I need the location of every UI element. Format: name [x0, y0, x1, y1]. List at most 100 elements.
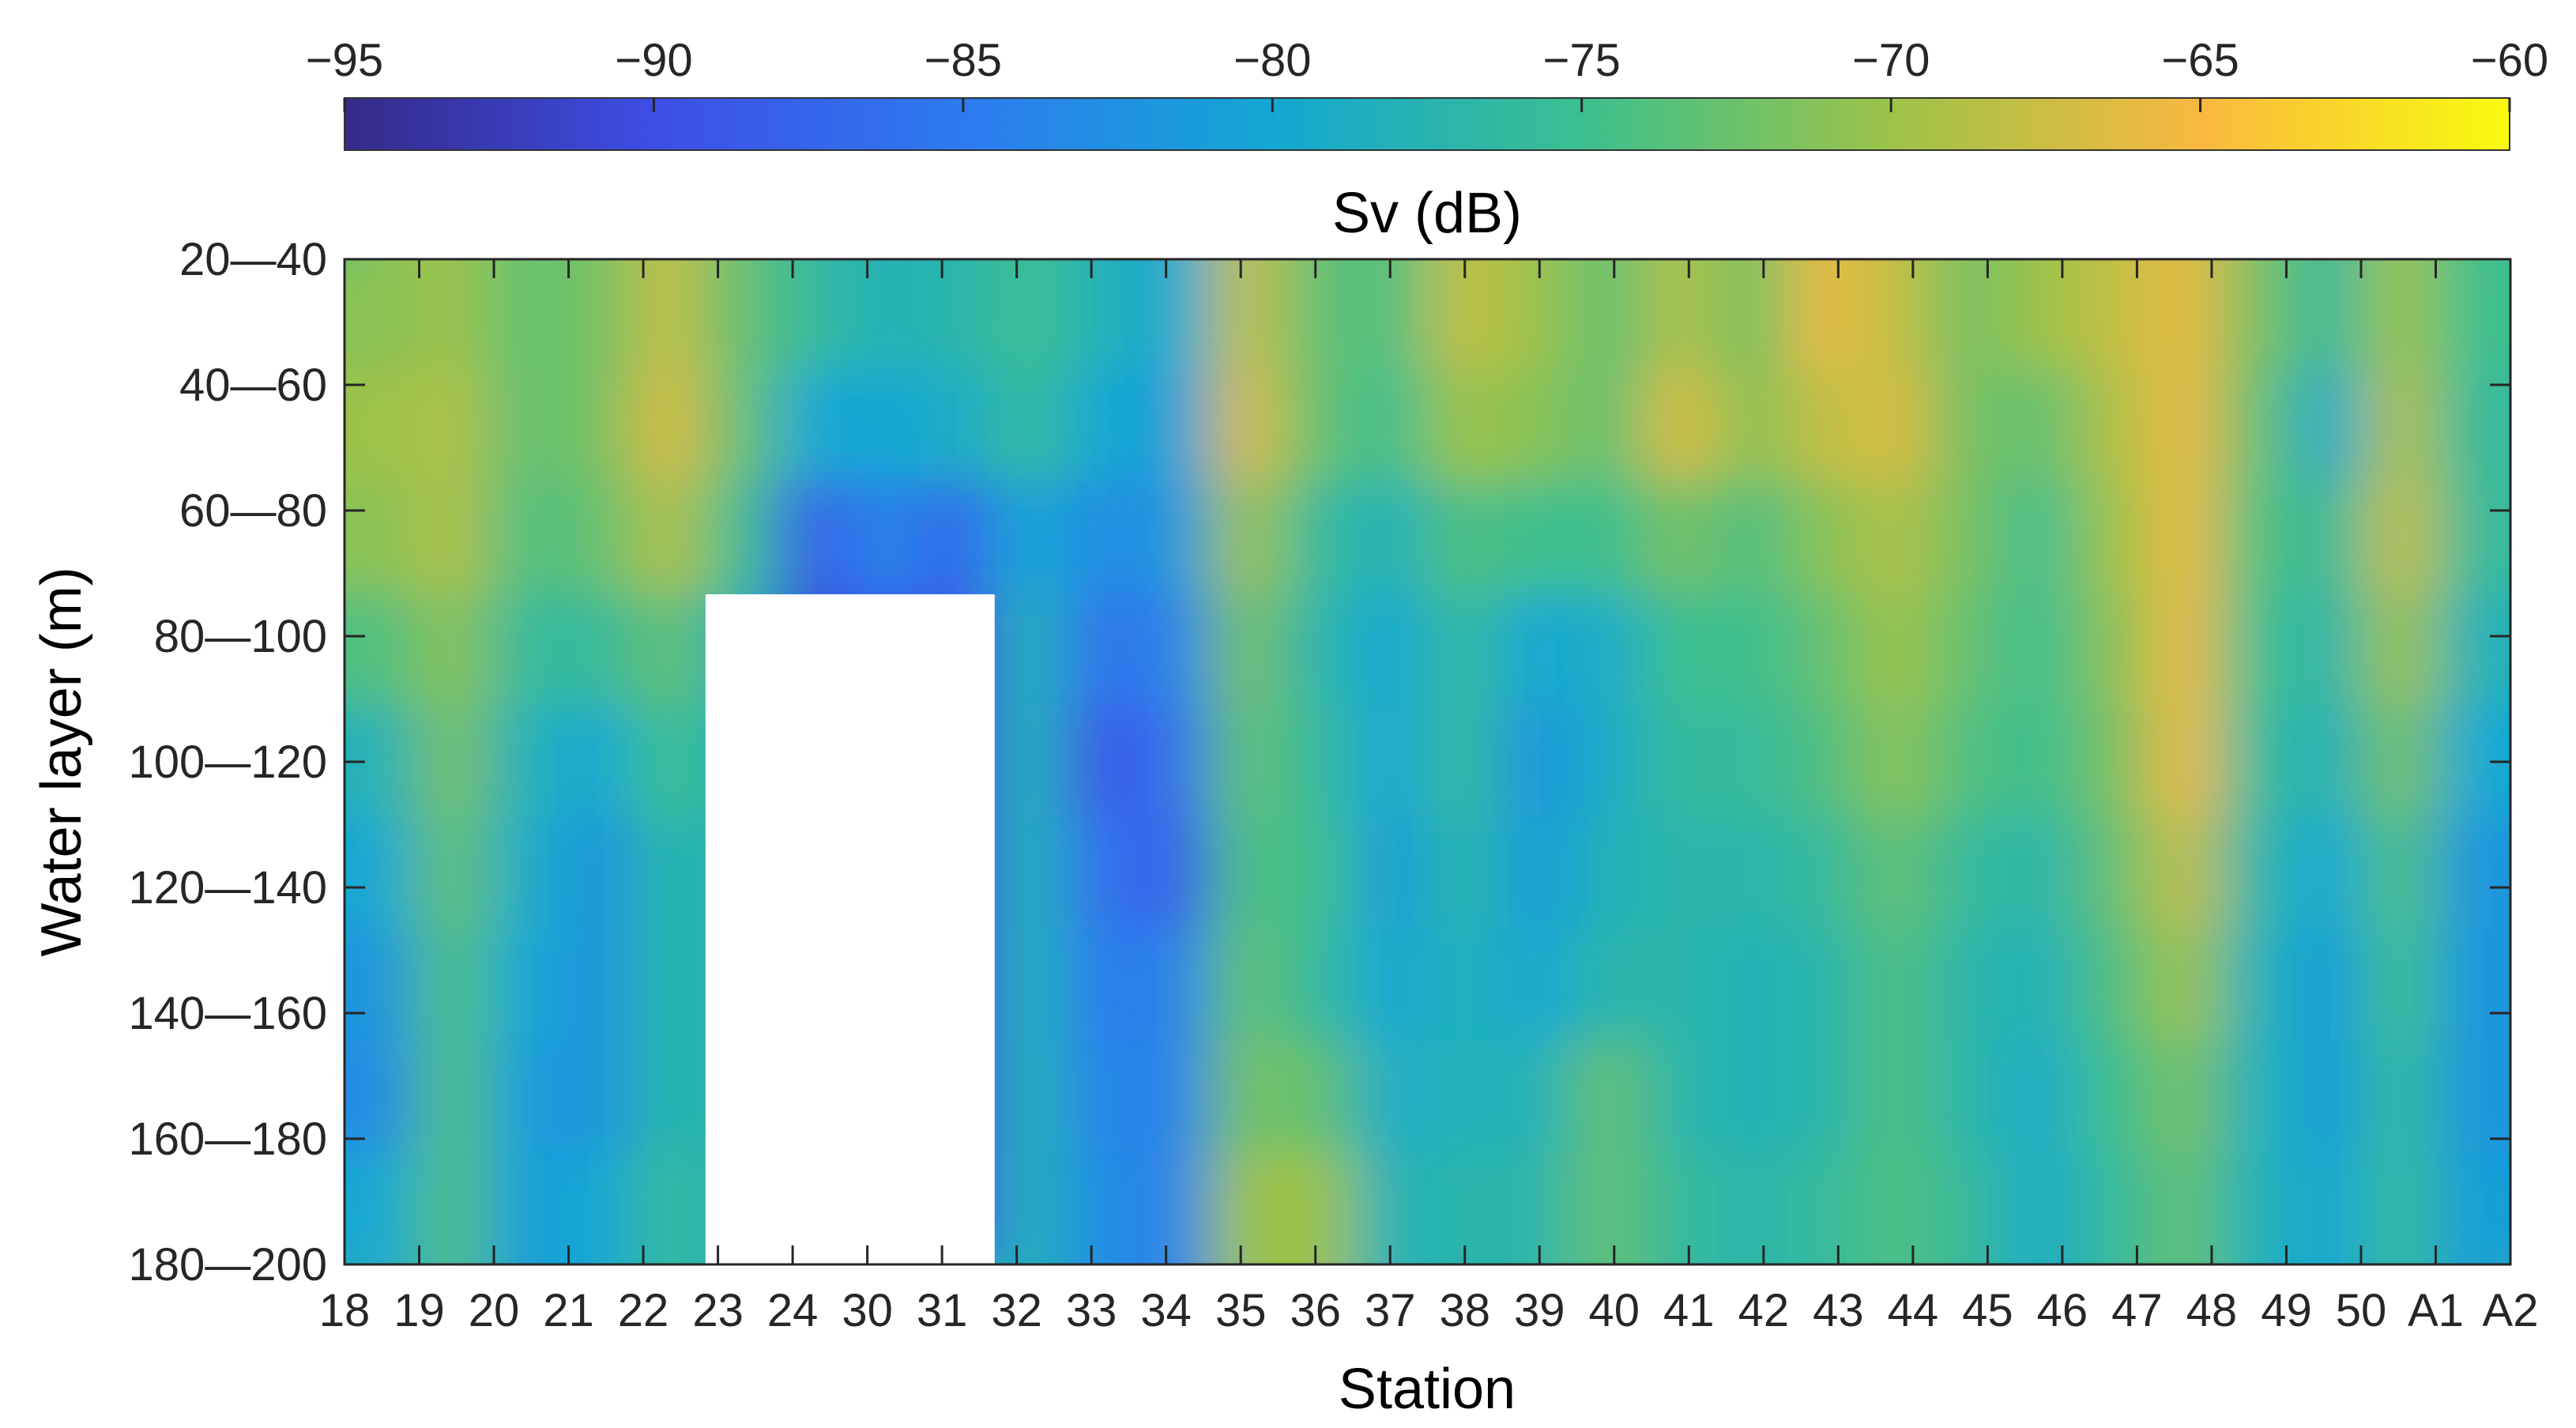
- heatmap-cell: [632, 259, 706, 372]
- heatmap-cell: [2437, 1151, 2510, 1264]
- heatmap-cell: [993, 259, 1068, 372]
- heatmap-cell: [1787, 593, 1862, 707]
- heatmap-cell: [1138, 370, 1212, 484]
- heatmap-cell-edge: [2510, 929, 2576, 1042]
- heatmap-cell-edge: [921, 164, 995, 259]
- heatmap-cell: [1282, 816, 1357, 930]
- heatmap-cell: [416, 593, 490, 707]
- x-tick-label: 31: [917, 1285, 968, 1336]
- heatmap-cell: [2365, 593, 2439, 707]
- heatmap-cell: [1426, 481, 1501, 595]
- heatmap-cell: [2004, 1151, 2078, 1264]
- heatmap-cell: [560, 370, 635, 484]
- y-tick-label: 140—160: [128, 988, 327, 1039]
- y-tick-label: 100—120: [128, 737, 327, 788]
- heatmap-cell: [1932, 259, 2006, 372]
- x-tick-label: 48: [2186, 1285, 2238, 1336]
- no-data-region: [705, 594, 995, 1264]
- x-tick-label: 44: [1888, 1285, 1939, 1336]
- heatmap-cell: [993, 816, 1068, 930]
- colorbar-tick-label: −65: [2161, 35, 2239, 86]
- heatmap-cell: [849, 481, 923, 595]
- heatmap-cell: [777, 259, 851, 372]
- x-tick-label: 49: [2261, 1285, 2312, 1336]
- heatmap-cell: [1138, 1151, 1212, 1264]
- x-tick-label: 50: [2336, 1285, 2387, 1336]
- colorbar-tick-label: −70: [1852, 35, 1930, 86]
- heatmap-cell: [1354, 1151, 1429, 1264]
- heatmap-cell: [1138, 929, 1212, 1042]
- x-tick-label: 39: [1514, 1285, 1565, 1336]
- heatmap-cell: [2004, 370, 2078, 484]
- heatmap-cell: [1571, 816, 1645, 930]
- heatmap-cell: [2292, 593, 2367, 707]
- heatmap-cell-edge: [2077, 164, 2150, 259]
- heatmap-cell: [2076, 929, 2151, 1042]
- heatmap-cell: [1498, 816, 1573, 930]
- heatmap-cell: [2437, 593, 2510, 707]
- heatmap-cell-edge: [2510, 705, 2576, 818]
- heatmap-cell: [1787, 929, 1862, 1042]
- heatmap-cell: [1210, 705, 1284, 819]
- x-tick-label: A1: [2408, 1285, 2464, 1336]
- heatmap-cell: [1210, 1040, 1284, 1154]
- heatmap-cell: [2004, 929, 2078, 1042]
- x-tick-label: 22: [618, 1285, 669, 1336]
- heatmap-cell-edge: [2510, 1040, 2576, 1153]
- x-tick-label: A2: [2483, 1285, 2539, 1336]
- heatmap-cell-edge: [1644, 164, 1717, 259]
- heatmap-cell: [345, 593, 418, 707]
- heatmap-cell: [1498, 593, 1573, 707]
- heatmap-cell: [2149, 1151, 2223, 1264]
- y-tick-label: 60—80: [179, 485, 327, 537]
- heatmap-cell: [1571, 481, 1645, 595]
- x-tick-label: 20: [469, 1285, 520, 1336]
- heatmap-cell: [560, 1151, 635, 1264]
- x-tick-label: 19: [394, 1285, 445, 1336]
- heatmap-cell: [416, 370, 490, 484]
- colorbar-bar: [344, 97, 2510, 151]
- heatmap-cell: [2149, 593, 2223, 707]
- heatmap-cell: [993, 370, 1068, 484]
- heatmap-cell: [993, 1151, 1068, 1264]
- heatmap-cell-edge: [1787, 164, 1861, 259]
- heatmap-cell: [1282, 481, 1357, 595]
- heatmap-cells: [345, 164, 2576, 1265]
- heatmap-cell: [1643, 1151, 1717, 1264]
- colorbar: −95 −90 −85 −80 −75 −70 −65 −60 Sv (dB): [306, 35, 2548, 245]
- heatmap-cell: [488, 481, 563, 595]
- colorbar-tick-label: −90: [615, 35, 692, 86]
- heatmap-cell: [2365, 929, 2439, 1042]
- heatmap-cell: [2292, 259, 2367, 372]
- heatmap-cell-edge: [2510, 1152, 2576, 1265]
- heatmap-cell: [1426, 1040, 1501, 1154]
- x-tick-label: 32: [991, 1285, 1042, 1336]
- heatmap-cell: [2220, 370, 2295, 484]
- heatmap-cell-edge: [2510, 817, 2576, 930]
- heatmap-cell: [1426, 929, 1501, 1042]
- heatmap-cell-edge: [2293, 164, 2367, 259]
- heatmap-cell: [1932, 816, 2006, 930]
- heatmap-cell: [2437, 1040, 2510, 1154]
- y-tick-label: 80—100: [154, 611, 327, 662]
- heatmap-cell: [2220, 1040, 2295, 1154]
- heatmap-cell: [2437, 259, 2510, 372]
- heatmap-cell: [777, 481, 851, 595]
- heatmap-cell: [849, 370, 923, 484]
- heatmap-cell: [2149, 929, 2223, 1042]
- heatmap-cell: [416, 929, 490, 1042]
- heatmap-cell: [2149, 1040, 2223, 1154]
- heatmap-cell-edge: [1571, 164, 1644, 259]
- colorbar-tick-label: −95: [306, 35, 383, 86]
- heatmap-cell-edge: [2510, 482, 2576, 595]
- heatmap-cell: [1571, 1151, 1645, 1264]
- heatmap-cell-edge: [488, 164, 562, 259]
- heatmap-cell: [1787, 705, 1862, 819]
- heatmap-cell: [1859, 259, 1934, 372]
- heatmap-cell: [1426, 816, 1501, 930]
- heatmap-cell: [1932, 705, 2006, 819]
- x-tick-label: 45: [1962, 1285, 2013, 1336]
- x-tick-label: 40: [1589, 1285, 1640, 1336]
- y-tick-label: 20—40: [179, 234, 327, 285]
- x-tick-label: 23: [692, 1285, 744, 1336]
